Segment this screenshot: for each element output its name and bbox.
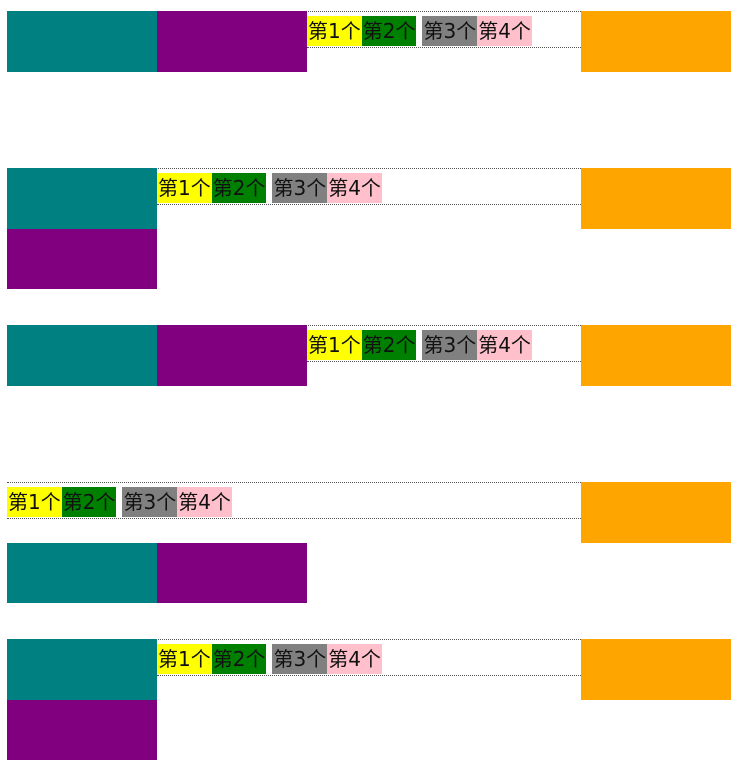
chip-4: 第4个 (477, 16, 532, 46)
teal-block (7, 11, 157, 72)
layout-demo-1: 第1个 第2个 第3个 第4个 (7, 11, 731, 72)
layout-demo-5: 第1个 第2个 第3个 第4个 (7, 639, 731, 760)
chip-2: 第2个 (211, 644, 267, 674)
chip-1: 第1个 (157, 173, 212, 203)
chip-4: 第4个 (327, 644, 382, 674)
orange-block (581, 639, 731, 700)
chip-1: 第1个 (307, 330, 362, 360)
container-outline-top (7, 325, 731, 326)
chip-row: 第1个 第2个 第3个 第4个 (7, 484, 232, 520)
container-outline-bottom (307, 361, 581, 362)
chip-1: 第1个 (157, 644, 212, 674)
layout-demo-2: 第1个 第2个 第3个 第4个 (7, 168, 731, 289)
chip-3: 第3个 (422, 330, 478, 360)
chip-2: 第2个 (211, 173, 267, 203)
purple-block (157, 543, 307, 603)
chip-3: 第3个 (122, 487, 178, 517)
chip-1: 第1个 (7, 487, 62, 517)
orange-block (581, 168, 731, 229)
container-outline-bottom (307, 47, 581, 48)
chip-4: 第4个 (327, 173, 382, 203)
layout-demo-3: 第1个 第2个 第3个 第4个 (7, 325, 731, 386)
teal-block (7, 543, 157, 603)
purple-block (7, 229, 157, 289)
chip-1: 第1个 (307, 16, 362, 46)
purple-block (157, 325, 307, 386)
container-outline-bottom (7, 518, 581, 519)
orange-block (581, 325, 731, 386)
chip-3: 第3个 (272, 173, 328, 203)
purple-block (157, 11, 307, 72)
chip-4: 第4个 (477, 330, 532, 360)
chip-row: 第1个 第2个 第3个 第4个 (157, 641, 382, 677)
chip-3: 第3个 (422, 16, 478, 46)
chip-3: 第3个 (272, 644, 328, 674)
chip-row: 第1个 第2个 第3个 第4个 (307, 327, 532, 363)
container-outline-top (7, 168, 731, 169)
purple-block (7, 700, 157, 760)
container-outline-bottom (157, 675, 581, 676)
orange-block (581, 11, 731, 72)
chip-4: 第4个 (177, 487, 232, 517)
layout-demo-4: 第1个 第2个 第3个 第4个 (7, 482, 731, 603)
chip-2: 第2个 (361, 16, 417, 46)
chip-2: 第2个 (61, 487, 117, 517)
chip-row: 第1个 第2个 第3个 第4个 (157, 170, 382, 206)
container-outline-top (7, 482, 731, 483)
teal-block (7, 325, 157, 386)
chip-row: 第1个 第2个 第3个 第4个 (307, 13, 532, 49)
container-outline-bottom (157, 204, 581, 205)
teal-block (7, 639, 157, 700)
container-outline-top (7, 639, 731, 640)
chip-2: 第2个 (361, 330, 417, 360)
teal-block (7, 168, 157, 229)
orange-block (581, 482, 731, 543)
container-outline-top (7, 11, 731, 12)
